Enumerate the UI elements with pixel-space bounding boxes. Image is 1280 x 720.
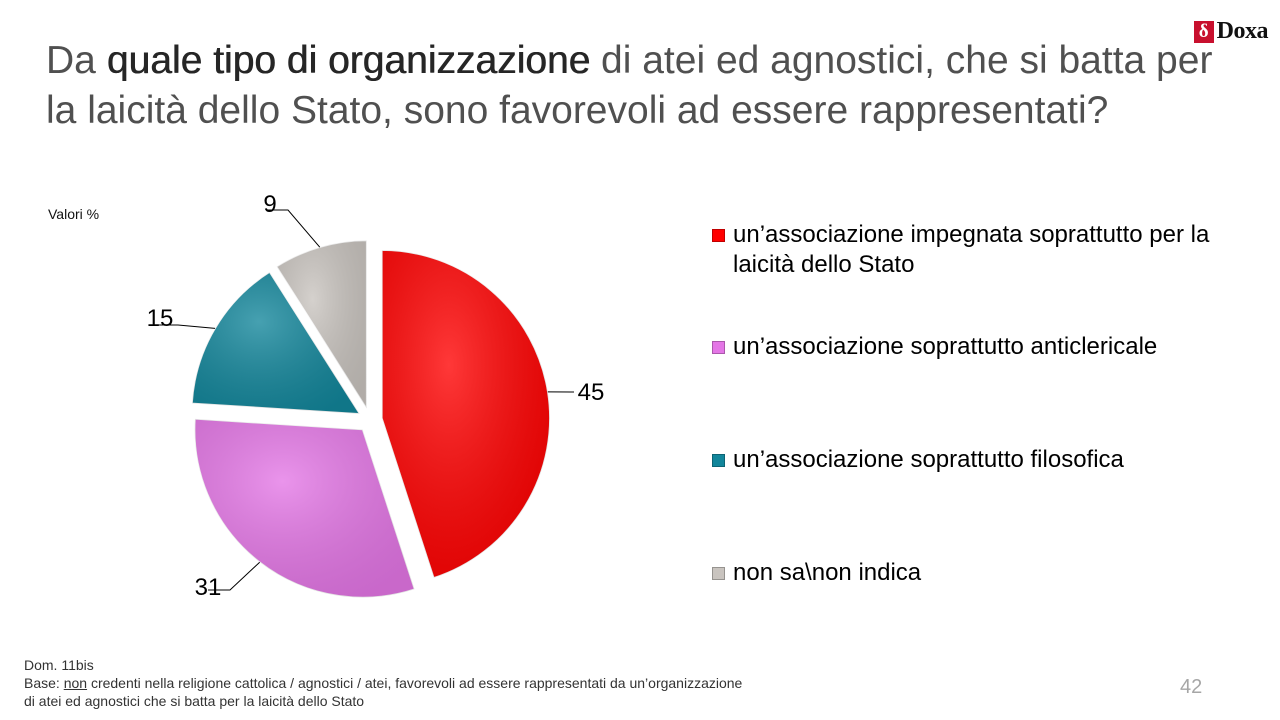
data-label-1: 31 [195,574,222,601]
legend-item-1: un’associazione soprattutto anticlerical… [712,332,1223,362]
pie-chart: 45 31 15 9 [147,191,605,601]
doxa-logo: δ Doxa [1193,18,1269,45]
legend-label-0: un’associazione impegnata soprattutto pe… [733,221,1210,278]
data-label-0: 45 [578,379,605,406]
page-title: Da quale tipo di organizzazione di atei … [46,36,1236,136]
footer-base-underlined: non [63,675,88,691]
units-label: Valori % [48,206,100,222]
legend-label-2: un’associazione soprattutto filosofica [733,446,1124,473]
footer-base-label: Base: [24,675,64,691]
footer-base-text: credenti nella religione cattolica / agn… [24,675,743,709]
title-part2: di atei ed agnostici, che si batta per l… [46,39,1213,132]
pie-slice-shading-3 [276,240,367,409]
title-bold: quale tipo di organizzazione [106,39,591,82]
legend-label-3: non sa\non indica [733,559,922,586]
legend-swatch-2 [712,454,725,467]
doxa-logo-mark: δ [1193,20,1214,43]
pie-slice-shading-0 [381,250,550,578]
footer-question-code: Dom. 11bis [24,657,94,673]
footer-note: Dom. 11bis Base: non credenti nella reli… [24,656,744,710]
legend-item-2: un’associazione soprattutto filosofica [712,445,1223,475]
legend-swatch-1 [712,341,725,354]
legend-swatch-3 [712,567,725,580]
leader-line-2 [156,324,216,329]
page-number: 42 [1180,676,1203,698]
title-part1: Da [46,39,107,82]
legend-swatch-0 [712,229,725,242]
data-label-2: 15 [147,305,174,332]
leader-line-1 [208,561,261,591]
pie-slice-shading-1 [194,418,415,598]
legend-item-3: non sa\non indica [712,558,1223,588]
data-label-3: 9 [263,191,276,218]
leader-line-3 [266,209,321,248]
pie-slice-shading-2 [192,272,360,414]
footer-base: Base: non credenti nella religione catto… [24,674,744,710]
legend-label-1: un’associazione soprattutto anticlerical… [733,333,1158,360]
legend-item-0: un’associazione impegnata soprattutto pe… [712,220,1223,280]
doxa-logo-text: Doxa [1216,18,1269,44]
